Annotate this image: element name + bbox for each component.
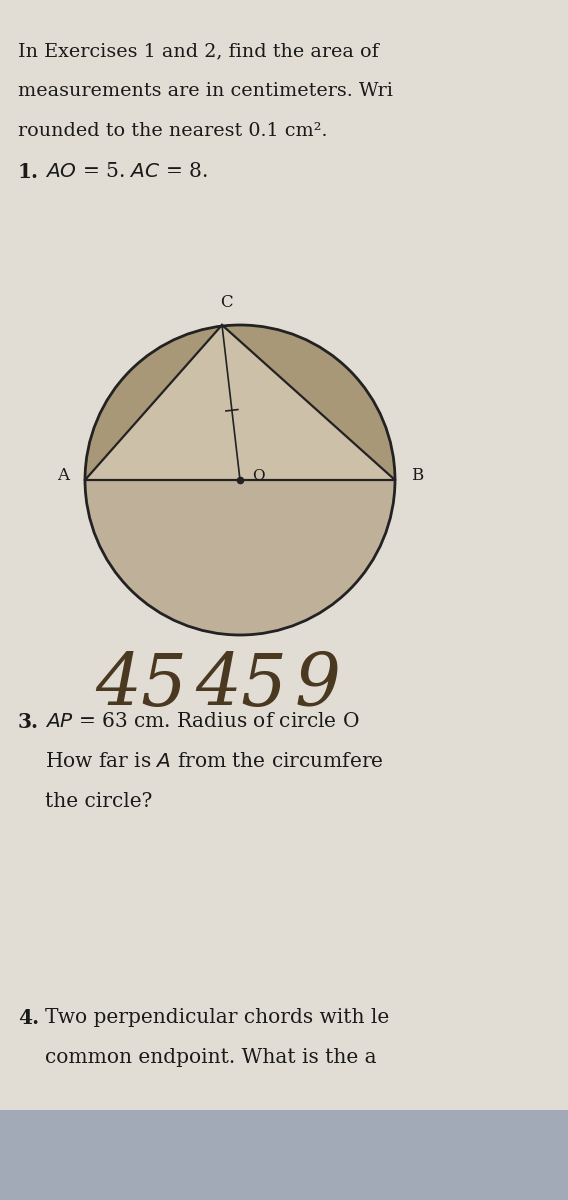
- Text: the circle?: the circle?: [45, 792, 152, 811]
- Polygon shape: [85, 325, 395, 480]
- FancyBboxPatch shape: [0, 1110, 568, 1200]
- Circle shape: [85, 325, 395, 635]
- Text: $AP$ = 63 cm. Radius of circle O: $AP$ = 63 cm. Radius of circle O: [45, 712, 360, 731]
- Text: 1.: 1.: [18, 162, 39, 182]
- Text: B: B: [411, 468, 423, 485]
- Text: measurements are in centimeters. Wri: measurements are in centimeters. Wri: [18, 82, 393, 100]
- Text: In Exercises 1 and 2, find the area of: In Exercises 1 and 2, find the area of: [18, 42, 379, 60]
- Text: How far is $A$ from the circumfere: How far is $A$ from the circumfere: [45, 752, 383, 770]
- Text: 3.: 3.: [18, 712, 39, 732]
- Polygon shape: [85, 480, 395, 635]
- Text: C: C: [220, 294, 232, 311]
- Polygon shape: [85, 325, 395, 480]
- Text: 45: 45: [195, 650, 287, 720]
- Text: rounded to the nearest 0.1 cm².: rounded to the nearest 0.1 cm².: [18, 122, 328, 140]
- Text: A: A: [57, 468, 69, 485]
- Text: 45: 45: [95, 650, 187, 720]
- Text: O: O: [252, 469, 265, 482]
- Text: 4.: 4.: [18, 1008, 39, 1028]
- Text: common endpoint. What is the a: common endpoint. What is the a: [45, 1048, 377, 1067]
- Text: 9: 9: [295, 650, 341, 720]
- Text: $AO$ = 5. $AC$ = 8.: $AO$ = 5. $AC$ = 8.: [45, 162, 208, 181]
- Text: Two perpendicular chords with le: Two perpendicular chords with le: [45, 1008, 389, 1027]
